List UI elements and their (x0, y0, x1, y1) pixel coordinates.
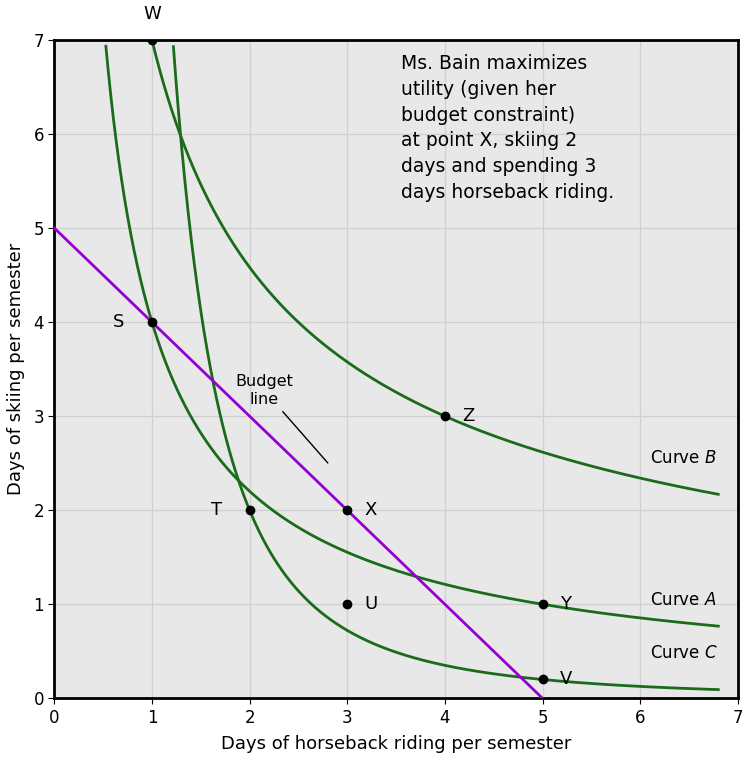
Y-axis label: Days of skiing per semester: Days of skiing per semester (7, 243, 25, 496)
Text: Budget
line: Budget line (236, 375, 328, 463)
Text: W: W (143, 5, 160, 23)
Text: Curve $B$: Curve $B$ (650, 449, 717, 467)
Text: S: S (113, 313, 125, 331)
X-axis label: Days of horseback riding per semester: Days of horseback riding per semester (221, 735, 572, 753)
Text: Curve $C$: Curve $C$ (650, 644, 718, 662)
Text: Z: Z (463, 407, 475, 425)
Text: Ms. Bain maximizes
utility (given her
budget constraint)
at point X, skiing 2
da: Ms. Bain maximizes utility (given her bu… (401, 54, 614, 202)
Text: U: U (364, 595, 378, 613)
Text: Curve $A$: Curve $A$ (650, 591, 716, 609)
Text: T: T (211, 501, 222, 519)
Text: V: V (560, 670, 572, 689)
Text: Y: Y (560, 595, 571, 613)
Text: X: X (364, 501, 377, 519)
